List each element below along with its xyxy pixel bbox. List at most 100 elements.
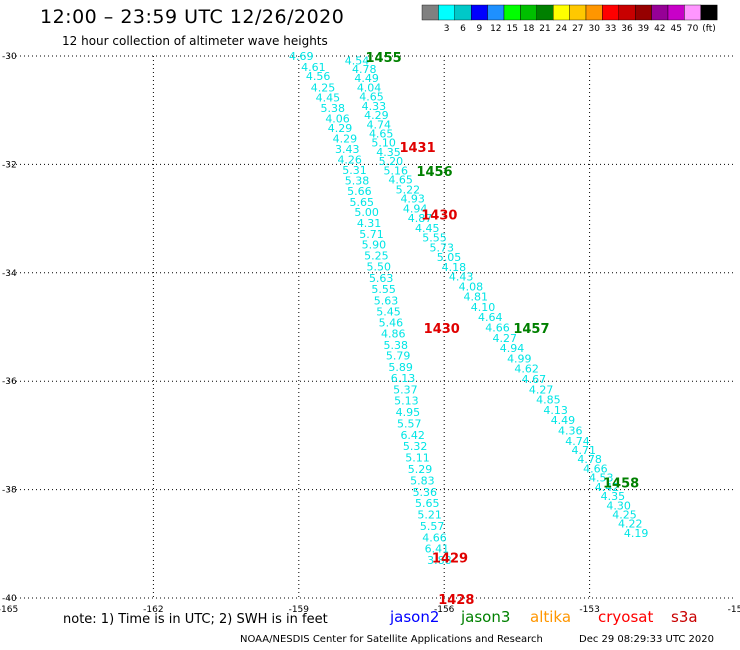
y-tick-label: -38 [2,486,17,496]
colorbar-label: 18 [523,24,535,34]
wave-height-point: 5.13 [394,395,419,408]
wave-height-point: 4.62 [514,363,539,376]
wave-height-point: 4.65 [359,91,384,104]
colorbar-label: 15 [506,24,517,34]
colorbar-label: 12 [490,24,501,34]
wave-height-point: 4.64 [478,311,503,324]
time-label: 1456 [416,165,452,180]
wave-height-point: 4.36 [558,425,583,438]
time-label: 1458 [603,477,639,492]
wave-height-point: 5.29 [408,463,433,476]
wave-height-point: 4.67 [522,373,547,386]
wave-height-point: 4.45 [316,92,341,105]
colorbar-label: 24 [556,24,568,34]
wave-height-point: 5.46 [379,317,404,330]
wave-height-point: 4.45 [415,222,440,235]
wave-height-point: 4.54 [345,54,370,67]
wave-height-point: 5.21 [417,509,442,522]
wave-height-point: 6.42 [400,429,425,442]
wave-height-point: 4.42 [595,481,620,494]
colorbar-swatch [700,4,718,21]
wave-height-point: 4.06 [325,112,350,125]
wave-height-point: 5.73 [430,241,455,254]
wave-height-point: 4.74 [367,118,392,131]
y-tick-label: -34 [2,269,17,279]
y-tick-label: -36 [2,377,17,387]
wave-height-point: 5.83 [410,474,435,487]
wave-height-point: 4.33 [362,100,387,113]
wave-height-point: 5.11 [405,452,430,465]
wave-height-point: 4.78 [352,63,377,76]
wave-height-point: 4.85 [536,394,561,407]
time-label: 1430 [421,208,457,223]
wave-height-point: 5.16 [383,164,408,177]
colorbar-label: 45 [670,24,681,34]
wave-height-point: 4.10 [471,301,496,314]
wave-height-point: 5.38 [320,102,345,115]
wave-height-point: 4.25 [311,81,336,94]
x-tick-label: -159 [289,605,310,615]
wave-height-point: 5.89 [388,361,413,374]
chart-title: 12:00 – 23:59 UTC 12/26/2020 [40,6,345,28]
colorbar-label: 36 [621,24,633,34]
wave-height-point: 4.43 [449,271,474,284]
wave-height-point: 4.27 [493,332,518,345]
wave-height-point: 5.10 [371,137,396,150]
wave-height-point: 5.00 [354,206,379,219]
wave-height-point: 4.26 [337,154,362,167]
wave-height-point: 4.95 [396,406,421,419]
colorbar-label: 70 [687,24,699,34]
wave-height-point: 5.45 [376,305,401,318]
wave-height-point: 4.29 [364,109,389,122]
wave-height-point: 4.08 [459,280,484,293]
wave-height-point: 4.81 [463,291,488,304]
wave-height-point: 6.13 [391,372,416,385]
wave-height-point: 5.65 [350,196,375,209]
wave-height-point: 5.65 [415,497,440,510]
legend-jason3: jason3 [461,608,511,626]
wave-height-point: 5.66 [347,185,372,198]
wave-height-point: 5.31 [342,164,367,177]
wave-height-point: 4.78 [577,453,602,466]
wave-height-point: 4.94 [403,202,428,215]
wave-height-point: 4.22 [618,518,643,531]
wave-height-point: 4.30 [606,499,631,512]
wave-height-point: 5.55 [422,232,447,245]
wave-height-point: 4.66 [422,531,447,544]
colorbar-label: 42 [654,24,665,34]
wave-height-point: 4.29 [333,132,358,145]
wave-height-point: 4.99 [507,352,532,365]
wave-height-point: 5.57 [420,520,445,533]
wave-height-point: 4.29 [328,122,353,135]
y-tick-label: -40 [2,594,17,604]
x-tick-label: -165 [0,605,18,615]
credit-text: NOAA/NESDIS Center for Satellite Applica… [240,634,543,645]
wave-height-point: 4.35 [376,146,401,159]
wave-height-point: 4.49 [354,72,379,85]
time-label: 1429 [432,551,468,566]
wave-height-point: 5.32 [403,440,428,453]
wave-height-point: 5.22 [396,183,421,196]
x-tick-label: -15 [728,605,740,615]
y-tick-label: -32 [2,160,17,170]
y-tick-label: -30 [2,52,17,62]
colorbar: 3 6 9 12 15 18 21 24 27 30 33 36 39 42 45 70 (ft) [421,4,718,34]
wave-height-point: 5.63 [369,272,394,285]
wave-height-point: 4.53 [589,472,614,485]
wave-height-point: 3.88 [427,554,452,567]
wave-height-point: 4.93 [400,193,425,206]
wave-height-point: 5.20 [379,155,404,168]
wave-height-point: 4.04 [357,81,382,94]
wave-height-point: 5.79 [386,350,411,363]
time-label: 1430 [424,322,460,337]
colorbar-label: 9 [477,24,483,34]
legend-jason2: jason2 [390,608,440,626]
x-tick-label: -156 [434,605,455,615]
wave-height-point: 4.13 [543,404,568,417]
wave-height-point: 5.63 [374,294,399,307]
wave-height-point: 6.41 [425,543,450,556]
time-label: 1457 [513,322,549,337]
wave-height-point: 4.56 [306,70,331,83]
wave-height-point: 4.31 [357,217,382,230]
wave-height-point: 5.38 [383,339,408,352]
